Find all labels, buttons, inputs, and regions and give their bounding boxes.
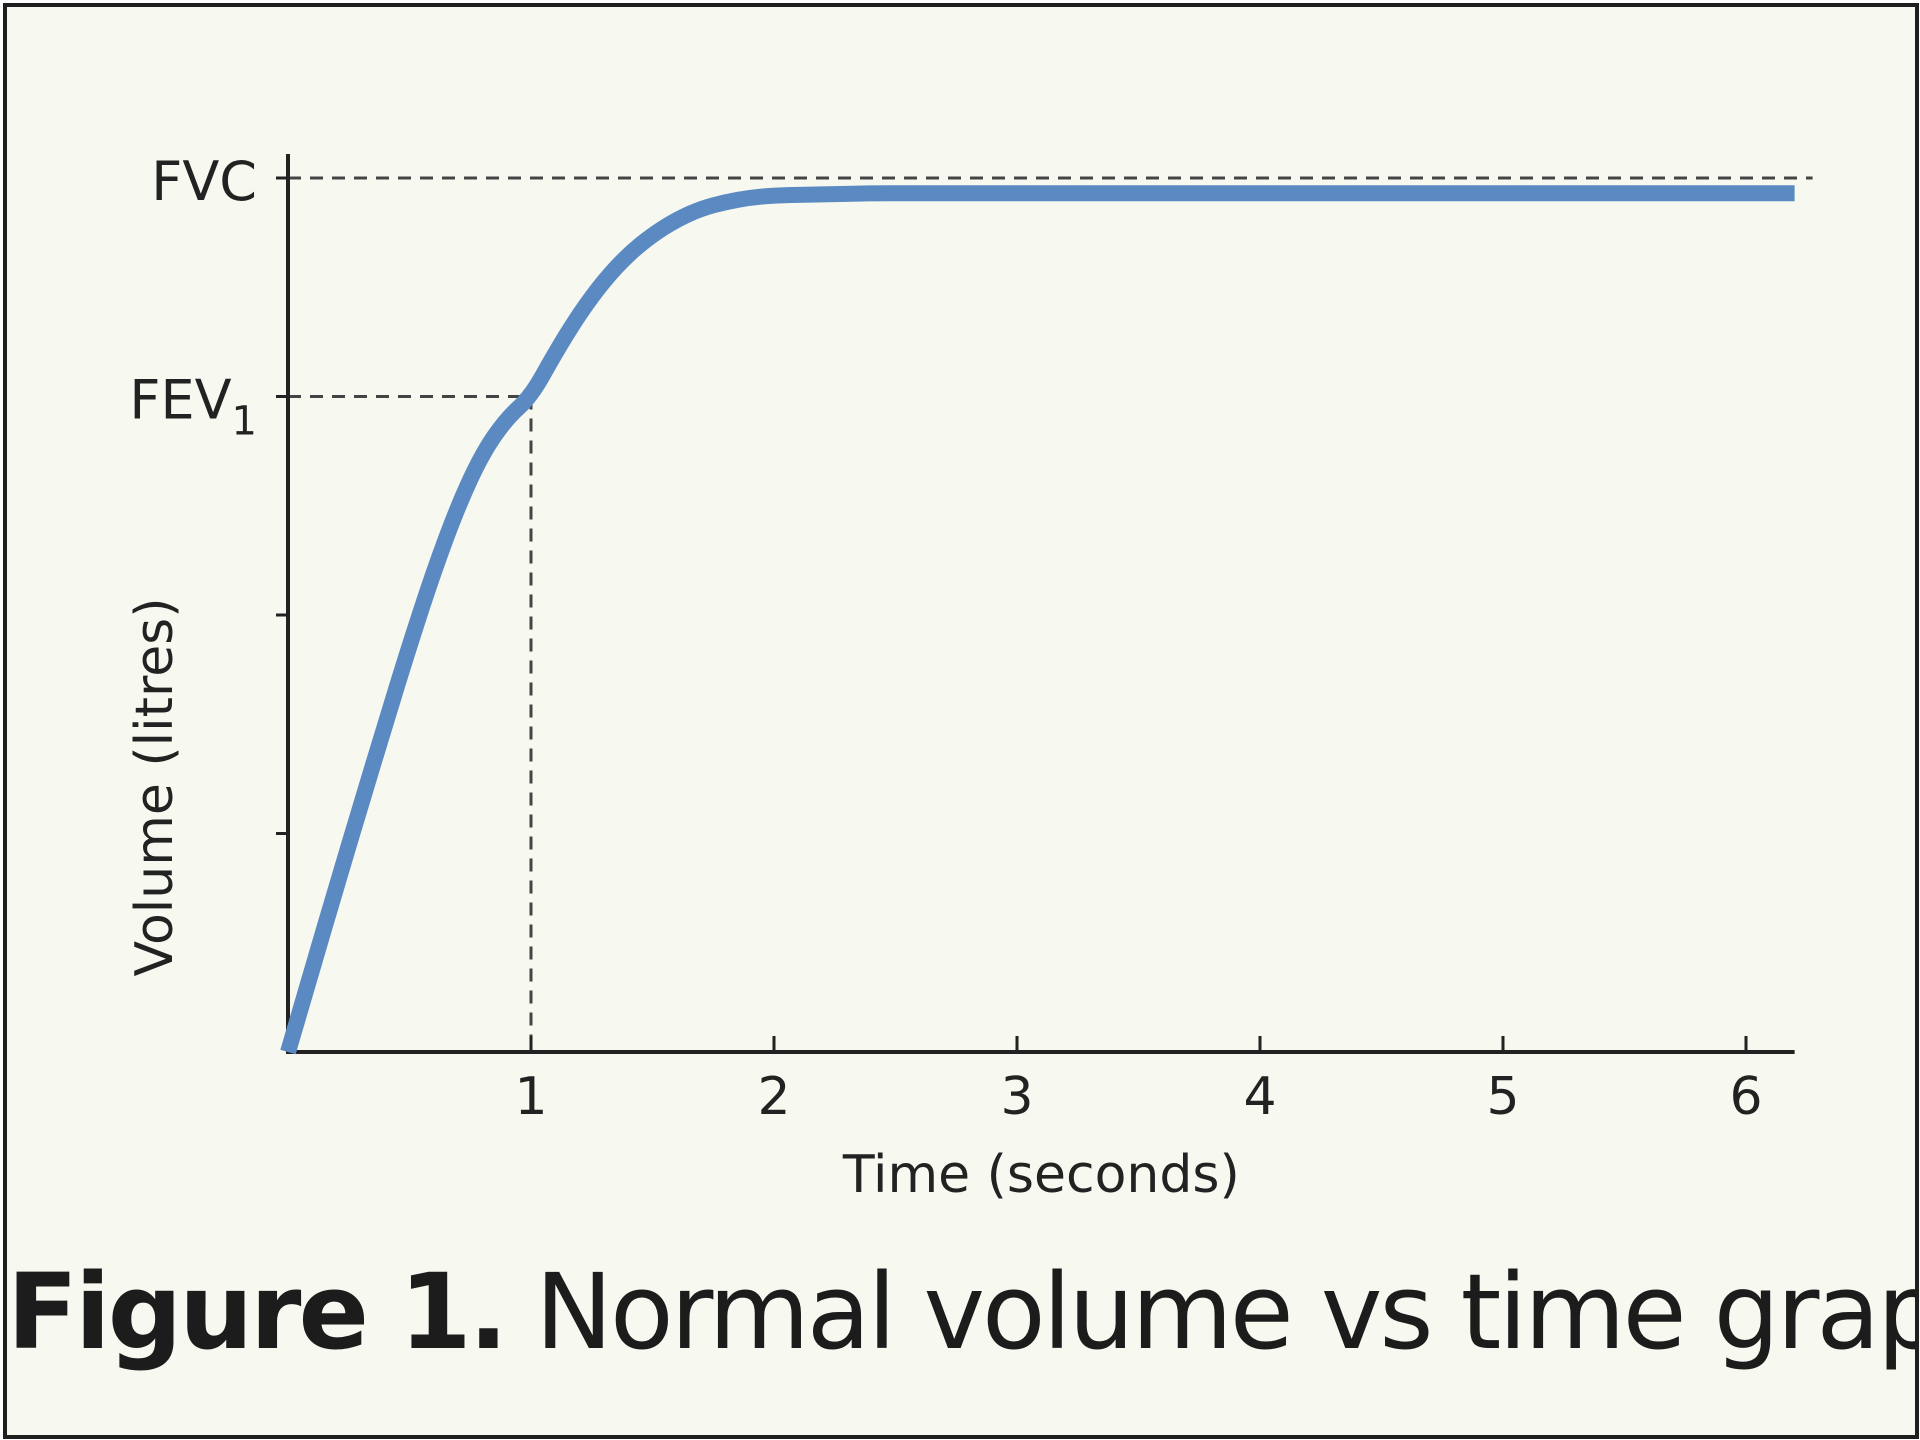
x-tick-label: 4 (1243, 1067, 1276, 1127)
caption-figure-label: Figure 1. (7, 1251, 508, 1373)
y-axis-label: Volume (litres) (125, 597, 185, 976)
x-tick-label: 6 (1729, 1067, 1762, 1127)
volume-curve (280, 185, 1795, 1055)
reference-label-fev: FEV1 (129, 369, 257, 445)
x-tick-label: 3 (1000, 1067, 1033, 1127)
x-tick-label: 5 (1486, 1067, 1519, 1127)
x-tick-label: 2 (757, 1067, 790, 1127)
figure-caption: Figure 1. Normal volume vs time graph (7, 1252, 1915, 1372)
volume-time-chart: FVC FEV1 1 2 3 4 5 6 Time (seconds) Volume (litre… (125, 150, 1813, 1205)
x-axis-label: Time (seconds) (842, 1145, 1240, 1205)
reference-label-fvc: FVC (151, 150, 257, 213)
caption-text: Normal volume vs time graph (535, 1251, 1919, 1373)
figure-frame: FVC FEV1 1 2 3 4 5 6 Time (seconds) Volume (litre… (3, 3, 1919, 1439)
x-tick-label: 1 (514, 1067, 547, 1127)
